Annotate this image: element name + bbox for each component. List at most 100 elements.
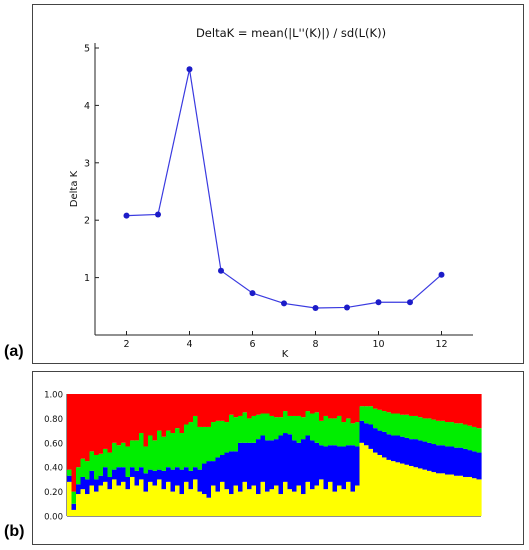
- bar-segment: [274, 439, 280, 486]
- bar-segment: [341, 422, 347, 447]
- bar-segment: [346, 445, 352, 482]
- bar-segment: [467, 394, 473, 426]
- bar-segment: [355, 394, 361, 423]
- structure-barplot-panel: 0.00 0.20 0.40 0.60 0.80 1.00: [32, 371, 524, 545]
- bar-segment: [467, 476, 473, 516]
- bar-segment: [98, 394, 104, 454]
- bar-segment: [179, 469, 185, 495]
- bar-segment: [107, 394, 113, 453]
- bar-segment: [314, 485, 320, 516]
- bar-segment: [143, 491, 149, 516]
- bar-segment: [175, 485, 181, 516]
- bar-segment: [184, 467, 190, 482]
- bar-segment: [224, 394, 230, 423]
- bar-segment: [364, 445, 370, 516]
- bar-segment: [215, 491, 221, 516]
- bar-segment: [179, 394, 185, 434]
- bar-segment: [445, 422, 451, 447]
- bar-segment: [125, 446, 131, 477]
- bar-segment: [161, 489, 167, 516]
- bar-segment: [206, 497, 212, 516]
- bar-segment: [382, 457, 388, 516]
- bar-segment: [161, 436, 167, 471]
- bar-segment: [175, 394, 181, 429]
- bar-segment: [193, 479, 199, 516]
- bar-segment: [274, 485, 280, 516]
- bar-segment: [391, 435, 397, 462]
- bar-segment: [301, 439, 307, 495]
- bar-segment: [143, 473, 149, 492]
- bar-segment: [116, 485, 122, 516]
- bar-segment: [463, 476, 469, 516]
- bar-segment: [440, 473, 446, 516]
- bar-segment: [175, 467, 181, 486]
- bar-segment: [89, 394, 95, 452]
- bar-segment: [67, 469, 73, 476]
- bar-segment: [445, 474, 451, 516]
- bar-segment: [382, 411, 388, 432]
- bar-segment: [130, 467, 136, 477]
- bar-segment: [454, 394, 460, 424]
- bar-segment: [229, 451, 235, 495]
- bar-segment: [350, 445, 356, 492]
- bar-segment: [265, 413, 271, 441]
- bar-segment: [400, 414, 406, 437]
- bar-segment: [152, 394, 158, 441]
- bar-segment: [395, 462, 401, 516]
- delta-k-series-line: [126, 69, 442, 309]
- bar-segment: [436, 420, 442, 446]
- bar-segment: [76, 467, 82, 485]
- bar-segment: [211, 422, 217, 462]
- bar-segment: [175, 428, 181, 468]
- bar-segment: [211, 485, 217, 516]
- y-tick-label: 1.00: [44, 391, 63, 401]
- bar-segment: [341, 446, 347, 490]
- bar-segment: [274, 417, 280, 440]
- bar-segment: [328, 445, 334, 482]
- bar-segment: [364, 406, 370, 424]
- data-point: [155, 211, 161, 218]
- bar-segment: [278, 394, 284, 418]
- bar-segment: [76, 394, 82, 468]
- bar-segment: [85, 494, 91, 516]
- bar-segment: [476, 479, 482, 516]
- y-tick-label: 2: [84, 216, 90, 227]
- bar-segment: [184, 394, 190, 425]
- y-tick-label: 1: [84, 273, 90, 284]
- bar-segment: [89, 485, 95, 516]
- bar-segment: [409, 465, 415, 516]
- bar-segment: [251, 394, 257, 416]
- x-axis-label: K: [282, 349, 289, 360]
- bar-segment: [211, 461, 217, 486]
- bar-segment: [94, 394, 100, 455]
- bar-segment: [350, 423, 356, 446]
- bar-segment: [247, 489, 253, 516]
- bar-segment: [125, 489, 131, 516]
- bar-segment: [197, 491, 203, 516]
- bar-segment: [112, 469, 118, 480]
- x-tick-label: 6: [249, 339, 255, 350]
- bar-segment: [94, 491, 100, 516]
- bar-segment: [130, 476, 136, 516]
- bar-segment: [319, 420, 325, 446]
- bar-segment: [139, 467, 145, 480]
- x-tick-label: 12: [435, 339, 447, 350]
- bar-segment: [251, 485, 257, 516]
- data-point: [186, 66, 193, 73]
- bar-segment: [193, 467, 199, 480]
- bar-segment: [148, 394, 154, 436]
- bar-segment: [404, 394, 410, 415]
- bar-segment: [157, 430, 163, 470]
- bar-segment: [233, 485, 239, 516]
- bar-segment: [305, 394, 311, 412]
- bar-segment: [220, 455, 226, 482]
- bar-segment: [152, 485, 158, 516]
- bar-segment: [98, 453, 104, 476]
- bar-segment: [292, 440, 298, 492]
- delta-k-chart-panel: DeltaK = mean(|L''(K)|) / sd(L(K)) Delta…: [32, 4, 524, 364]
- bar-segment: [449, 474, 455, 516]
- bar-segment: [85, 461, 91, 480]
- y-tick-label: 0.80: [44, 415, 63, 425]
- bar-segment: [337, 394, 343, 416]
- bar-segment: [67, 475, 73, 482]
